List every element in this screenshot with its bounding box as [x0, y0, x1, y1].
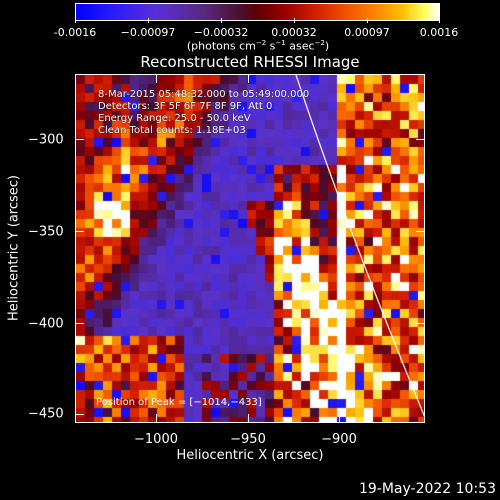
- y-axis-title: Heliocentric Y (arcsec): [6, 175, 22, 321]
- info-time-range: 8-Mar-2015 05:48:32.000 to 05:49:00.000: [98, 89, 310, 100]
- x-tick-label: −900: [321, 432, 357, 447]
- y-axis-tick: [76, 231, 84, 232]
- y-axis-tick: [76, 323, 84, 324]
- y-axis-tick: [76, 414, 84, 415]
- y-axis-tick: [76, 139, 84, 140]
- y-tick-label: −350: [28, 224, 64, 240]
- colorbar-tick: [148, 18, 149, 23]
- x-axis-tick: [339, 414, 340, 422]
- info-method-counts: Clean Total counts: 1.18E+03: [98, 125, 246, 136]
- x-axis-tick: [248, 414, 249, 422]
- colorbar-tick: [294, 18, 295, 23]
- colorbar-tick-label: 0.00032: [271, 26, 317, 39]
- colorbar-tick-label: 0.0016: [419, 26, 459, 39]
- info-energy-range: Energy Range: 25.0 - 50.0 keV: [98, 113, 251, 124]
- info-detectors: Detectors: 3F 5F 6F 7F 8F 9F, Att 0: [98, 101, 273, 112]
- y-axis-tick: [416, 139, 424, 140]
- colorbar-tick: [439, 18, 440, 23]
- colorbar-tick: [75, 18, 76, 23]
- colorbar-tick-label: −0.00097: [120, 26, 176, 39]
- x-axis-tick: [339, 75, 340, 83]
- colorbar-units: (photons cm−2 s−1 asec−2): [186, 39, 330, 53]
- heatmap-plot-area: 8-Mar-2015 05:48:32.000 to 05:49:00.000 …: [75, 74, 425, 423]
- colorbar: [75, 3, 440, 21]
- y-axis-tick: [416, 231, 424, 232]
- x-axis-tick: [248, 75, 249, 83]
- plot-title: Reconstructed RHESSI Image: [140, 53, 360, 71]
- y-tick-label: −400: [28, 316, 64, 332]
- x-tick-label: −950: [230, 432, 266, 447]
- y-tick-label: −450: [28, 406, 64, 422]
- heatmap-canvas: [76, 75, 424, 422]
- x-axis-tick: [156, 75, 157, 83]
- colorbar-tick-label: -0.0016: [53, 26, 97, 39]
- y-axis-tick: [416, 323, 424, 324]
- solar-limb-line: [295, 75, 424, 417]
- colorbar-tick: [221, 18, 222, 23]
- x-axis-tick: [156, 414, 157, 422]
- colorbar-tick-label: −0.00032: [193, 26, 249, 39]
- x-tick-label: −1000: [134, 432, 178, 447]
- colorbar-tick: [367, 18, 368, 23]
- peak-position-label: Position of Peak = [−1014,−433]: [96, 397, 262, 408]
- footer-timestamp: 19-May-2022 10:53: [358, 481, 496, 497]
- x-axis-title: Heliocentric X (arcsec): [176, 448, 324, 463]
- colorbar-tick-label: 0.00097: [344, 26, 390, 39]
- y-tick-label: −300: [28, 132, 64, 148]
